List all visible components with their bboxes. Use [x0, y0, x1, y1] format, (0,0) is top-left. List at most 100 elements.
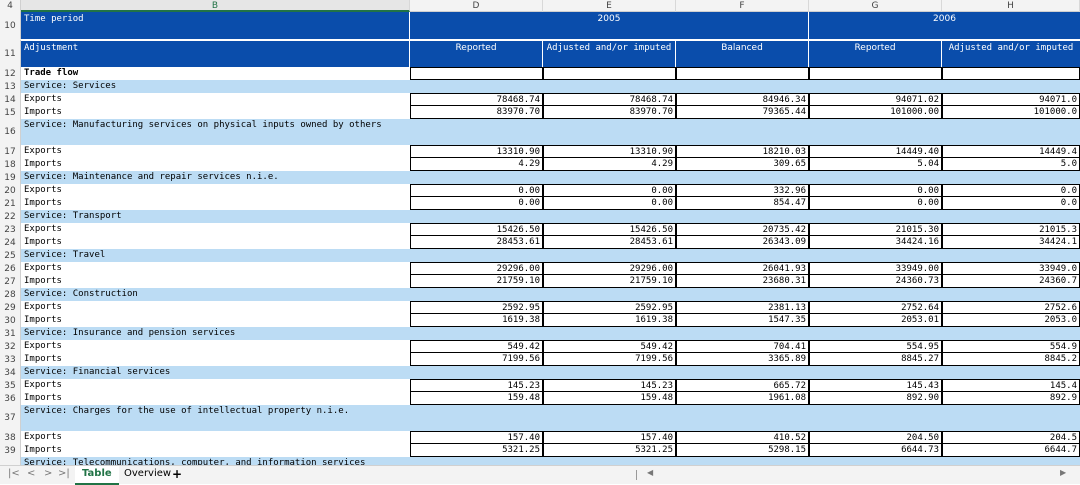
value-cell-f[interactable]: 1547.35 [676, 314, 809, 327]
row-number[interactable]: 15 [0, 106, 21, 119]
row-number[interactable]: 30 [0, 314, 21, 327]
row-number[interactable]: 28 [0, 288, 21, 301]
row-label[interactable]: Imports [24, 107, 62, 117]
row-number[interactable]: 13 [0, 80, 21, 93]
value-cell-g[interactable]: 2053.01 [809, 314, 942, 327]
row-label[interactable]: Exports [24, 185, 62, 195]
row-number[interactable]: 20 [0, 184, 21, 197]
trade-flow-cell-g[interactable] [809, 67, 942, 80]
trade-flow-cell-f[interactable] [676, 67, 809, 80]
value-cell-e[interactable]: 13310.90 [543, 145, 676, 158]
value-cell-h[interactable]: 2752.6 [942, 301, 1080, 314]
row-number[interactable]: 11 [0, 40, 21, 67]
value-cell-g[interactable]: 554.95 [809, 340, 942, 353]
value-cell-h[interactable]: 33949.0 [942, 262, 1080, 275]
row-label[interactable]: Exports [24, 94, 62, 104]
row-number[interactable]: 32 [0, 340, 21, 353]
value-cell-d[interactable]: 0.00 [410, 184, 543, 197]
row-number[interactable]: 33 [0, 353, 21, 366]
section-header[interactable]: Service: Services [21, 80, 1080, 93]
year-2005-header[interactable]: 2005 [410, 12, 809, 39]
value-cell-d[interactable]: 83970.70 [410, 106, 543, 119]
trade-flow-cell-h[interactable] [942, 67, 1080, 80]
row-number[interactable]: 10 [0, 12, 21, 39]
value-cell-h[interactable]: 5.0 [942, 158, 1080, 171]
row-number[interactable] [0, 457, 21, 465]
next-sheet-button[interactable]: > [44, 468, 53, 479]
last-sheet-button[interactable]: >| [58, 468, 70, 479]
value-cell-f[interactable]: 410.52 [676, 431, 809, 444]
row-number[interactable]: 24 [0, 236, 21, 249]
row-label[interactable]: Imports [24, 445, 62, 455]
column-header-g[interactable]: G [809, 0, 942, 12]
row-label[interactable]: Exports [24, 432, 62, 442]
value-cell-g[interactable]: 204.50 [809, 431, 942, 444]
value-cell-g[interactable]: 0.00 [809, 197, 942, 210]
section-header[interactable]: Service: Charges for the use of intellec… [21, 405, 1080, 431]
row-label[interactable]: Imports [24, 276, 62, 286]
row-number[interactable]: 37 [0, 405, 21, 431]
header-reported-2005[interactable]: Reported [410, 40, 543, 67]
adjustment-label[interactable]: Adjustment [21, 40, 410, 67]
first-sheet-button[interactable]: |< [8, 468, 20, 479]
prev-sheet-button[interactable]: < [27, 468, 36, 479]
section-header[interactable]: Service: Financial services [21, 366, 1080, 379]
column-header-h[interactable]: H [942, 0, 1080, 12]
row-label[interactable]: Imports [24, 159, 62, 169]
value-cell-f[interactable]: 854.47 [676, 197, 809, 210]
row-label[interactable]: Exports [24, 302, 62, 312]
value-cell-g[interactable]: 8845.27 [809, 353, 942, 366]
value-cell-g[interactable]: 33949.00 [809, 262, 942, 275]
row-label[interactable]: Exports [24, 224, 62, 234]
value-cell-d[interactable]: 2592.95 [410, 301, 543, 314]
row-label[interactable]: Imports [24, 354, 62, 364]
row-label[interactable]: Imports [24, 393, 62, 403]
value-cell-e[interactable]: 5321.25 [543, 444, 676, 457]
row-number[interactable]: 31 [0, 327, 21, 340]
value-cell-e[interactable]: 7199.56 [543, 353, 676, 366]
section-header[interactable]: Service: Travel [21, 249, 1080, 262]
value-cell-f[interactable]: 18210.03 [676, 145, 809, 158]
row-label[interactable]: Imports [24, 315, 62, 325]
row-label[interactable]: Exports [24, 146, 62, 156]
row-number[interactable]: 27 [0, 275, 21, 288]
value-cell-g[interactable]: 2752.64 [809, 301, 942, 314]
value-cell-h[interactable]: 101000.0 [942, 106, 1080, 119]
row-number[interactable]: 34 [0, 366, 21, 379]
value-cell-d[interactable]: 5321.25 [410, 444, 543, 457]
scroll-right-arrow[interactable]: ▶ [1060, 468, 1067, 477]
value-cell-g[interactable]: 94071.02 [809, 93, 942, 106]
value-cell-d[interactable]: 7199.56 [410, 353, 543, 366]
column-header-d[interactable]: D [410, 0, 543, 12]
row-number[interactable]: 23 [0, 223, 21, 236]
value-cell-g[interactable]: 14449.40 [809, 145, 942, 158]
value-cell-h[interactable]: 0.0 [942, 184, 1080, 197]
value-cell-f[interactable]: 704.41 [676, 340, 809, 353]
value-cell-d[interactable]: 21759.10 [410, 275, 543, 288]
value-cell-d[interactable]: 157.40 [410, 431, 543, 444]
row-number[interactable]: 14 [0, 93, 21, 106]
header-balanced-2005[interactable]: Balanced [676, 40, 809, 67]
value-cell-g[interactable]: 5.04 [809, 158, 942, 171]
value-cell-d[interactable]: 29296.00 [410, 262, 543, 275]
value-cell-e[interactable]: 28453.61 [543, 236, 676, 249]
row-number[interactable]: 38 [0, 431, 21, 444]
row-label[interactable]: Exports [24, 263, 62, 273]
tab-overview[interactable]: Overview [124, 468, 172, 479]
row-number[interactable]: 29 [0, 301, 21, 314]
value-cell-f[interactable]: 3365.89 [676, 353, 809, 366]
value-cell-h[interactable]: 0.0 [942, 197, 1080, 210]
value-cell-h[interactable]: 94071.0 [942, 93, 1080, 106]
column-header-e[interactable]: E [543, 0, 676, 12]
value-cell-g[interactable]: 101000.00 [809, 106, 942, 119]
header-adjusted-2005[interactable]: Adjusted and/or imputed [543, 40, 676, 67]
value-cell-e[interactable]: 0.00 [543, 197, 676, 210]
row-number[interactable]: 39 [0, 444, 21, 457]
row-number[interactable]: 21 [0, 197, 21, 210]
value-cell-f[interactable]: 79365.44 [676, 106, 809, 119]
value-cell-h[interactable]: 14449.4 [942, 145, 1080, 158]
value-cell-d[interactable]: 1619.38 [410, 314, 543, 327]
row-number[interactable]: 19 [0, 171, 21, 184]
row-number[interactable]: 26 [0, 262, 21, 275]
value-cell-g[interactable]: 21015.30 [809, 223, 942, 236]
